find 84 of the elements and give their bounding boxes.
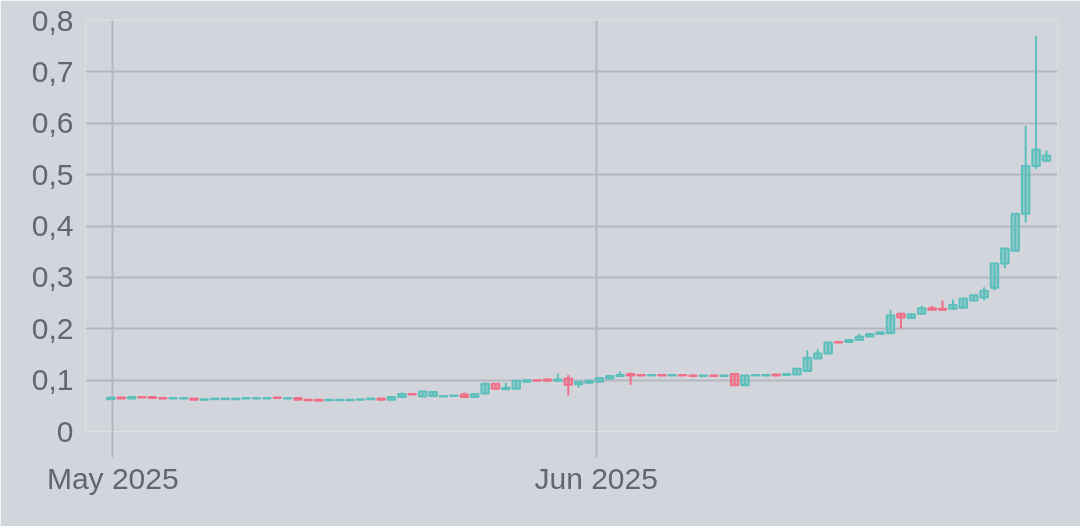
candlestick	[615, 370, 625, 378]
candlestick	[459, 391, 470, 399]
candlestick	[1010, 212, 1021, 253]
candlestick	[116, 396, 126, 400]
candlestick	[407, 393, 418, 396]
candlestick	[958, 296, 969, 310]
candlestick	[532, 378, 542, 383]
candlestick	[147, 396, 158, 400]
candlestick	[1000, 247, 1010, 270]
candlestick	[272, 396, 282, 400]
y-tick-label: 0,5	[31, 157, 74, 191]
candlestick	[792, 367, 802, 376]
candlestick	[501, 381, 511, 391]
candlestick	[823, 341, 833, 355]
candlestick	[490, 382, 501, 391]
candlestick	[324, 398, 334, 402]
y-tick-label: 0,2	[31, 311, 74, 345]
candlestick	[979, 286, 989, 302]
candlestick	[293, 397, 303, 401]
y-tick-label: 0,3	[31, 260, 74, 294]
candlestick	[625, 371, 636, 386]
candlestick	[230, 397, 241, 401]
candlestick	[729, 372, 740, 387]
candlestick	[365, 397, 376, 401]
candlestick	[303, 398, 314, 402]
candlestick	[553, 372, 563, 383]
candlestick	[948, 298, 958, 311]
y-tick-label: 0,8	[31, 3, 74, 37]
candlestick	[1031, 34, 1041, 170]
candlestick	[428, 389, 438, 398]
candlestick	[916, 304, 927, 316]
candlestick	[262, 396, 272, 401]
candlestick	[688, 373, 698, 378]
candlestick	[511, 379, 522, 391]
candlestick	[314, 398, 324, 402]
candlestick	[709, 374, 719, 378]
candlestick	[854, 332, 865, 342]
y-tick-label: 0,4	[31, 209, 74, 242]
candlestick	[750, 373, 761, 377]
candlestick	[698, 374, 709, 378]
candlestick	[168, 397, 178, 400]
candlestick	[584, 379, 594, 385]
candlestick	[771, 373, 781, 377]
candlestick	[740, 373, 750, 387]
candlestick	[397, 391, 407, 399]
candlestick	[761, 373, 771, 377]
candlestick	[1041, 149, 1052, 163]
candlestick	[220, 397, 230, 401]
candlestick	[417, 389, 428, 399]
candlestick	[968, 293, 979, 303]
candlestick	[376, 397, 386, 401]
candlestick	[573, 380, 584, 389]
x-tick-label: May 2025	[46, 461, 179, 495]
candlestick	[781, 372, 792, 376]
candlestick	[677, 373, 688, 377]
candlestick	[334, 398, 345, 402]
candlestick	[449, 394, 459, 398]
candlestick	[480, 382, 490, 395]
y-tick-label: 0	[56, 414, 74, 448]
candlestick	[667, 373, 677, 377]
candlestick	[885, 308, 896, 335]
y-tick-label: 0,7	[31, 54, 74, 88]
candlestick	[646, 373, 657, 377]
candlestick	[802, 349, 813, 373]
candlestick	[989, 261, 1000, 292]
candlestick	[345, 398, 355, 402]
y-tick-label: 0,1	[31, 363, 74, 397]
x-tick-label: Jun 2025	[534, 461, 658, 495]
candlestick	[563, 373, 573, 397]
y-tick-label: 0,6	[31, 106, 74, 140]
candlestick	[1020, 124, 1031, 224]
candlestick	[937, 299, 948, 311]
candlestick	[636, 373, 646, 377]
candlestick	[657, 373, 667, 377]
candlestick	[469, 392, 480, 399]
candlestick	[106, 396, 116, 401]
candlestick	[896, 311, 906, 330]
candlestick	[210, 397, 220, 401]
candlestick	[813, 348, 823, 361]
candlestick	[864, 332, 875, 338]
candlestick	[137, 396, 147, 399]
candlestick	[189, 397, 199, 401]
candlestick	[844, 339, 854, 344]
candlestick	[719, 374, 729, 378]
